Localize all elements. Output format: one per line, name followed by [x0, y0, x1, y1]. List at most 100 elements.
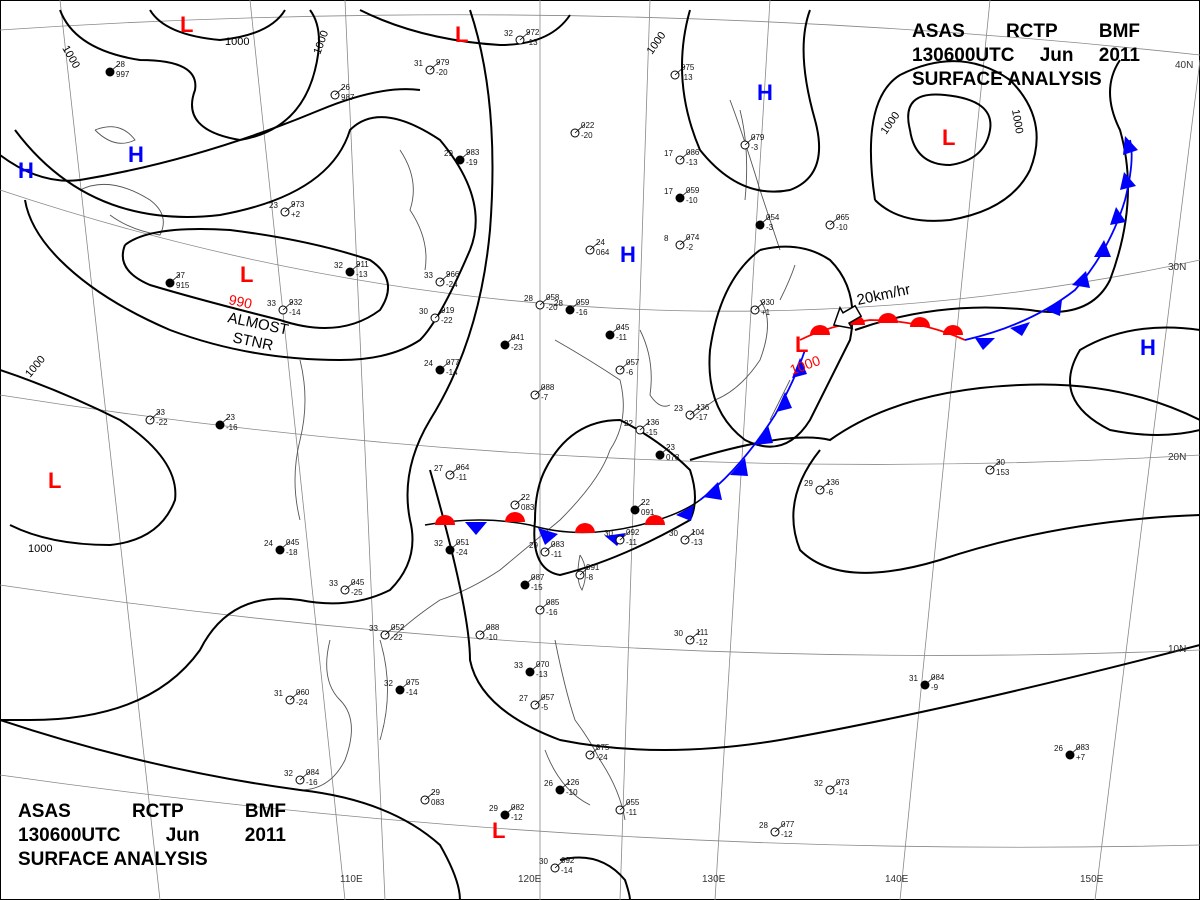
station-value: 26 [544, 779, 553, 788]
warm-semicircle [878, 313, 898, 323]
station-value: 32 [504, 29, 513, 38]
lon-label-120e: 120E [518, 874, 542, 885]
station-value: -12 [511, 813, 523, 822]
station-value: 997 [116, 70, 130, 79]
wind-barb [534, 385, 546, 396]
station-plot: 17 086-13 [664, 148, 700, 167]
station-value: 24 [596, 238, 605, 247]
longitude-labels: 110E 120E 130E 140E 150E [340, 874, 1104, 885]
title-block-top: ASAS RCTP BMF 130600UTC Jun 2011 SURFACE… [912, 20, 1140, 92]
title-time: 130600UTC [912, 45, 1015, 66]
station-value: 045 [351, 578, 365, 587]
station-value: -13 [536, 670, 548, 679]
station-plot: 30 092-14 [539, 856, 575, 875]
wind-barb [519, 30, 531, 41]
wind-barb [514, 495, 526, 506]
warm-semicircle [645, 515, 665, 525]
high-center: H [128, 142, 144, 167]
station-value: 064 [596, 248, 610, 257]
warm-semicircle [810, 325, 830, 335]
station-value: 052 [391, 623, 405, 632]
station-plot: 32 051-24 [434, 538, 470, 557]
wind-barb [689, 630, 701, 641]
station-value: 041 [511, 333, 525, 342]
station-value: 37 [176, 271, 185, 280]
warm-semicircle [505, 512, 525, 522]
title-time: 130600UTC [18, 825, 121, 846]
station-plot: 33 070-13 [514, 660, 550, 679]
station-plot: 088-10 [475, 623, 500, 642]
title-region: ASAS [912, 21, 965, 42]
station-value: 33 [369, 624, 378, 633]
cold-triangle [703, 482, 722, 500]
title-year: 2011 [244, 825, 286, 846]
wind-barb [754, 300, 766, 311]
station-value: 22 [641, 498, 650, 507]
station-value: 091 [641, 508, 655, 517]
station-value: 932 [289, 298, 303, 307]
wind-barb [829, 780, 841, 791]
cold-triangle [776, 392, 792, 412]
wind-barb [504, 805, 516, 816]
wind-barb [759, 215, 771, 226]
stationary-front-sw [424, 499, 701, 534]
cold-triangle [1110, 207, 1126, 225]
pressure-centers: L L L L L L L H H H H [18, 12, 955, 843]
cold-triangle [676, 505, 694, 521]
station-value: 070 [536, 660, 550, 669]
station-plot: 26 126-10 [544, 778, 580, 797]
lon-label-140e: 140E [885, 874, 909, 885]
high-center: H [620, 242, 636, 267]
station-value: -9 [931, 683, 939, 692]
station-plot: 30 111-12 [674, 628, 709, 647]
station-plot: 29 136-6 [804, 478, 840, 497]
title-analysis: SURFACE ANALYSIS [18, 849, 208, 870]
cold-triangle [730, 458, 748, 476]
station-value: 045 [286, 538, 300, 547]
station-value: 33 [329, 579, 338, 588]
station-value: 915 [176, 281, 190, 290]
station-value: 31 [909, 674, 918, 683]
low-center: L [942, 125, 955, 150]
station-value: 083 [431, 798, 445, 807]
station-value: 084 [931, 673, 945, 682]
station-value: -20 [581, 131, 593, 140]
coast-taiwan [577, 554, 586, 591]
wind-barb [559, 780, 571, 791]
high-center: H [757, 80, 773, 105]
title-month: Jun [1039, 45, 1074, 66]
station-value: 30 [604, 529, 613, 538]
cold-triangle [1045, 300, 1062, 316]
station-value: 31 [414, 59, 423, 68]
station-value: +2 [291, 210, 301, 219]
title-year: 2011 [1098, 45, 1140, 66]
station-value: 077 [781, 820, 795, 829]
station-value: 23 [666, 443, 675, 452]
wind-barb [434, 308, 446, 319]
station-value: -23 [511, 343, 523, 352]
isobar-label: 1000 [225, 36, 249, 48]
station-value: 064 [456, 463, 470, 472]
station-value: -24 [596, 753, 608, 762]
longitude-125e [619, 0, 651, 900]
wind-barb [689, 405, 701, 416]
wind-barb [674, 65, 686, 76]
title-region: ASAS [18, 801, 71, 822]
station-value: -6 [626, 368, 634, 377]
coast-river-2 [294, 359, 306, 521]
title-center: RCTP [131, 801, 184, 822]
station-value: 987 [341, 93, 355, 102]
station-value: 045 [616, 323, 630, 332]
station-value: 27 [519, 694, 528, 703]
lat-label-40n: 40N [1175, 60, 1193, 71]
station-value: 111 [696, 628, 709, 637]
station-value: 32 [284, 769, 293, 778]
station-value: -7 [541, 393, 549, 402]
warm-semicircle [435, 515, 455, 525]
wind-barb [539, 600, 551, 611]
longitude-100e [59, 0, 161, 900]
station-value: -24 [446, 280, 458, 289]
cold-triangle [792, 358, 807, 378]
